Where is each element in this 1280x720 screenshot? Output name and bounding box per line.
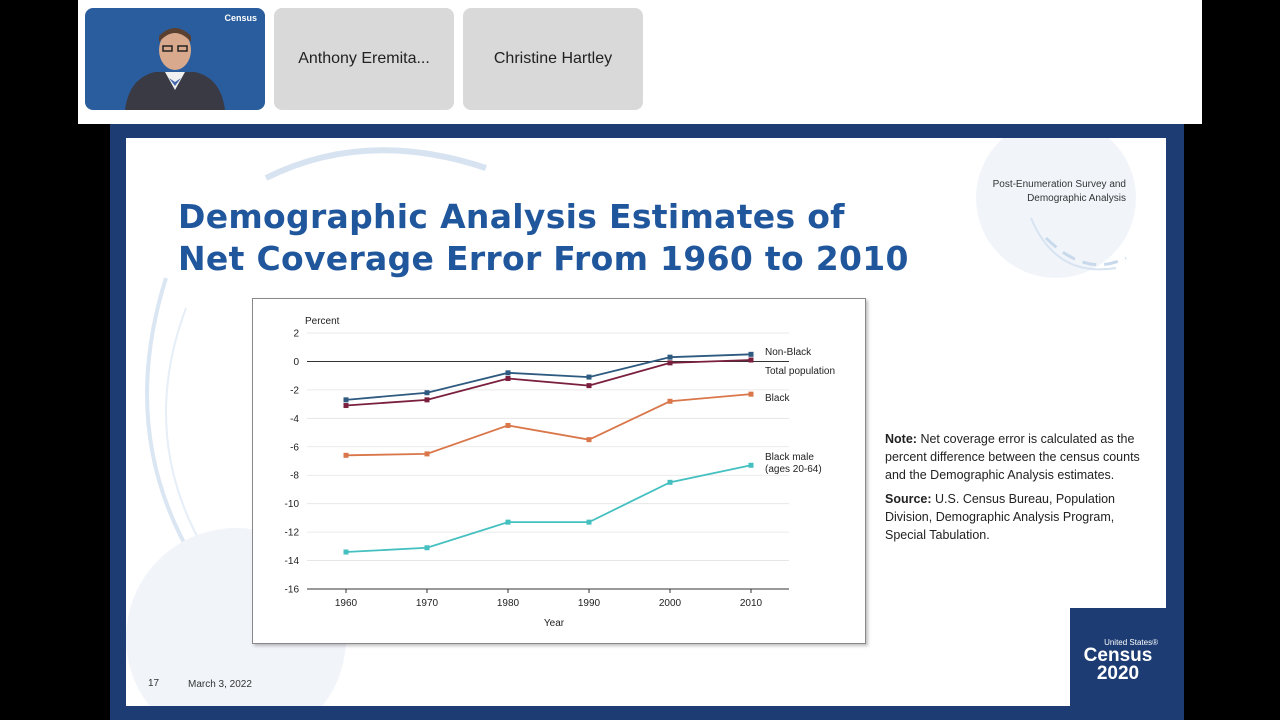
data-point (586, 437, 592, 443)
x-tick-label: 2010 (740, 598, 763, 609)
source-paragraph: Source: U.S. Census Bureau, Population D… (885, 490, 1145, 544)
shared-screen: Demographic Analysis Estimates of Net Co… (110, 124, 1184, 720)
y-tick-label: -14 (285, 556, 300, 567)
participant-name: Christine Hartley (493, 50, 613, 67)
data-point (748, 462, 754, 468)
x-axis: 1960 1970 1980 1990 2000 2010 (307, 588, 789, 609)
corner-section-label: Post-Enumeration Survey and Demographic … (993, 178, 1126, 206)
y-tick-label: -6 (290, 442, 299, 453)
y-axis-label: Percent (305, 316, 340, 327)
data-point (748, 357, 754, 363)
y-tick-label: -10 (285, 499, 300, 510)
presenter-video-icon (125, 28, 225, 110)
series-line-0 (345, 353, 752, 401)
series-labels: Non-Black Total population Black Black m… (765, 347, 835, 475)
note-block: Note: Net coverage error is calculated a… (885, 430, 1145, 550)
data-point (667, 398, 673, 404)
slide-title: Demographic Analysis Estimates of Net Co… (178, 196, 938, 280)
data-point (748, 391, 754, 397)
x-tick-label: 1970 (416, 598, 439, 609)
data-point (505, 519, 511, 525)
series-label-black-male-1: Black male (765, 452, 814, 463)
slide-page-number: 17 (148, 678, 160, 689)
series-line-1 (345, 359, 752, 407)
logo-year: 2020 (1096, 663, 1140, 684)
logo-united-states: United States® (1104, 638, 1158, 647)
participant-tile-anthony[interactable]: Anthony Eremita... (274, 8, 454, 110)
corner-line-2: Demographic Analysis (1027, 193, 1126, 204)
data-point (667, 354, 673, 360)
note-label: Note: (885, 432, 917, 446)
census-2020-logo: United States® Census 2020 (1070, 608, 1166, 706)
data-point (343, 452, 349, 458)
data-point (424, 390, 430, 396)
series-label-total: Total population (765, 366, 835, 377)
source-text: U.S. Census Bureau, Population Division,… (885, 492, 1115, 542)
series-label-non-black: Non-Black (765, 347, 812, 358)
y-tick-label: -16 (285, 585, 300, 596)
data-point (505, 422, 511, 428)
y-tick-label: 2 (293, 329, 299, 340)
data-point (586, 519, 592, 525)
line-chart: Percent Year 2 0 -2 -4 -6 -8 -10 -12 -14 -16 1960… (285, 316, 836, 629)
participant-strip: Census Anthony Eremita... Christine Hart… (78, 0, 1202, 124)
y-tick-label: -12 (285, 528, 300, 539)
x-tick-label: 1990 (578, 598, 601, 609)
series-label-black: Black (765, 393, 790, 404)
data-point (748, 351, 754, 357)
data-point (505, 370, 511, 376)
participant-name: Anthony Eremita... (298, 50, 430, 67)
data-point (667, 479, 673, 485)
data-point (424, 451, 430, 457)
x-axis-label: Year (544, 618, 565, 629)
data-point (586, 383, 592, 389)
presentation-slide: Demographic Analysis Estimates of Net Co… (126, 138, 1166, 706)
title-line-2: Net Coverage Error From 1960 to 2010 (178, 239, 909, 278)
y-tick-label: -4 (290, 414, 299, 425)
x-tick-label: 2000 (659, 598, 682, 609)
series-line-3 (345, 464, 752, 553)
chart-container: Percent Year 2 0 -2 -4 -6 -8 -10 -12 -14 -16 1960… (252, 298, 866, 644)
data-point (667, 360, 673, 366)
series-lines (343, 351, 754, 555)
source-label: Source: (885, 492, 932, 506)
data-point (424, 545, 430, 551)
census-mini-logo: Census (224, 13, 257, 23)
y-tick-label: -8 (290, 471, 299, 482)
y-axis: 2 0 -2 -4 -6 -8 -10 -12 -14 -16 (285, 329, 789, 596)
data-point (343, 549, 349, 555)
x-tick-label: 1960 (335, 598, 358, 609)
note-text: Net coverage error is calculated as the … (885, 432, 1140, 482)
data-point (343, 397, 349, 403)
note-paragraph: Note: Net coverage error is calculated a… (885, 430, 1145, 484)
x-tick-label: 1980 (497, 598, 520, 609)
participant-video-tile[interactable]: Census (85, 8, 265, 110)
series-label-black-male-2: (ages 20-64) (765, 464, 822, 475)
title-line-1: Demographic Analysis Estimates of (178, 197, 845, 236)
slide-date: March 3, 2022 (188, 679, 252, 690)
logo-census: Census (1083, 645, 1153, 666)
data-point (586, 374, 592, 380)
slide-background-decoration (126, 138, 1136, 706)
data-point (343, 403, 349, 409)
data-point (424, 397, 430, 403)
y-tick-label: -2 (290, 385, 299, 396)
data-point (505, 376, 511, 382)
corner-line-1: Post-Enumeration Survey and (992, 179, 1126, 190)
y-tick-label: 0 (293, 357, 299, 368)
participant-tile-christine[interactable]: Christine Hartley (463, 8, 643, 110)
series-line-2 (345, 393, 752, 457)
